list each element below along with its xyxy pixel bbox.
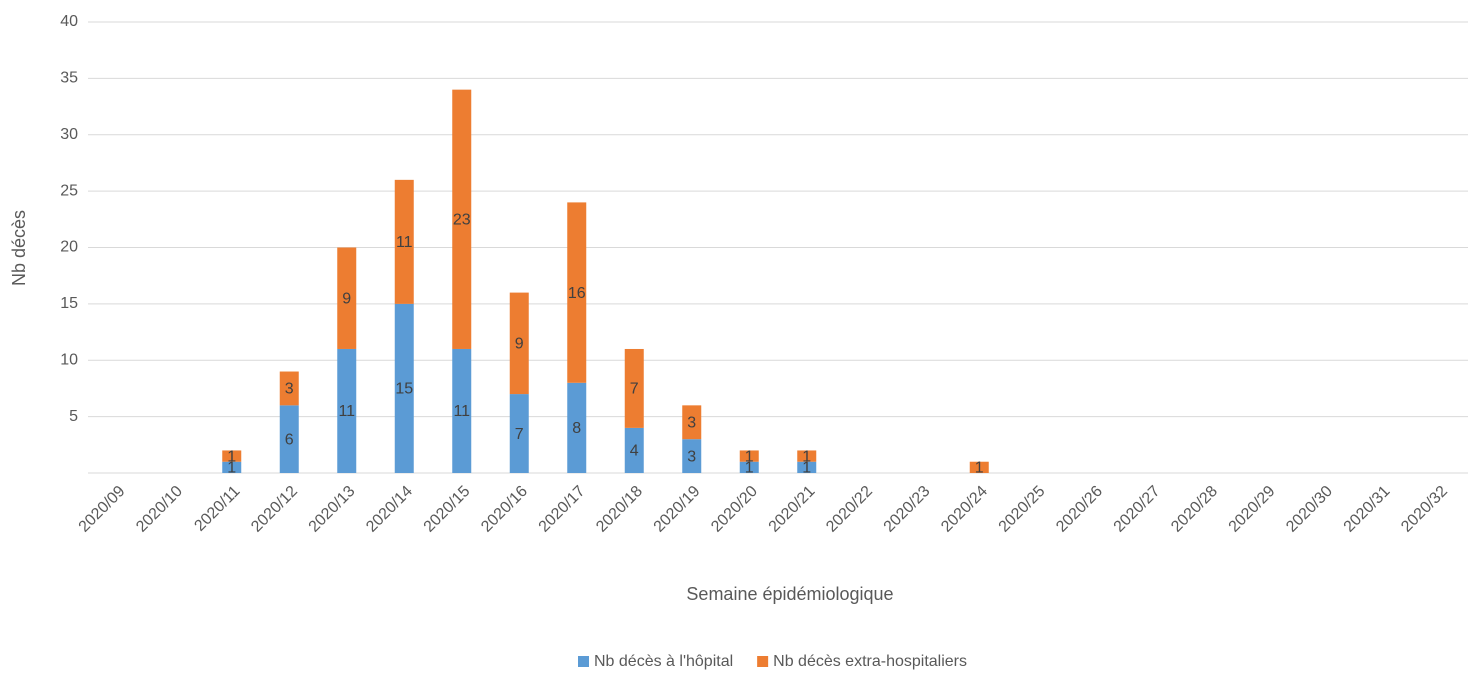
y-tick-label: 40	[60, 13, 78, 30]
bar-segment	[567, 202, 587, 383]
bar-segment	[797, 461, 817, 473]
x-tick-label: 2020/24	[938, 483, 991, 536]
bar-segment	[739, 450, 759, 462]
bar-segment	[279, 371, 299, 406]
data-label: 1	[802, 448, 811, 465]
x-axis-title: Semaine épidémiologique	[686, 584, 893, 604]
x-tick-label: 2020/13	[306, 483, 359, 536]
data-label: 3	[687, 448, 696, 465]
x-tick-label: 2020/16	[478, 483, 531, 536]
bar-segment	[394, 179, 414, 304]
data-label: 16	[568, 285, 586, 302]
data-label: 7	[515, 426, 524, 443]
x-tick-label: 2020/19	[651, 483, 704, 536]
data-label: 9	[515, 336, 524, 353]
bar-segment	[509, 292, 529, 395]
bar-segment	[222, 450, 242, 462]
y-tick-label: 25	[60, 182, 78, 199]
x-tick-label: 2020/21	[766, 483, 819, 536]
bar-segment	[279, 405, 299, 473]
data-label: 11	[396, 234, 413, 251]
data-label: 6	[285, 431, 294, 448]
x-tick-label: 2020/09	[76, 483, 129, 536]
bar-segment	[682, 439, 702, 473]
data-label: 4	[630, 443, 639, 460]
y-tick-label: 20	[60, 239, 78, 256]
x-tick-label: 2020/20	[708, 483, 761, 536]
data-label: 3	[687, 414, 696, 431]
y-axis-title: Nb décès	[9, 210, 29, 286]
y-tick-label: 15	[60, 295, 78, 312]
x-tick-label: 2020/22	[823, 483, 876, 536]
x-tick-label: 2020/12	[248, 483, 301, 536]
x-tick-label: 2020/14	[363, 483, 416, 536]
bar-segment	[509, 394, 529, 473]
bar-segment	[567, 382, 587, 473]
bar-segment	[452, 89, 472, 349]
bar-segment	[682, 405, 702, 440]
data-label: 7	[630, 381, 639, 398]
data-label: 1	[802, 460, 811, 477]
bar-segment	[624, 427, 644, 473]
x-tick-label: 2020/23	[881, 483, 934, 536]
bar-segment	[797, 450, 817, 462]
legend-swatch	[757, 656, 769, 667]
y-tick-label: 5	[69, 408, 78, 425]
x-tick-label: 2020/15	[421, 483, 474, 536]
x-tick-label: 2020/25	[996, 483, 1049, 536]
y-tick-label: 10	[60, 351, 78, 368]
data-label: 8	[572, 420, 581, 437]
data-label: 3	[285, 381, 294, 398]
bar-segment	[969, 461, 989, 473]
x-tick-label: 2020/30	[1283, 483, 1336, 536]
x-tick-label: 2020/29	[1226, 483, 1279, 536]
x-tick-label: 2020/18	[593, 483, 646, 536]
x-tick-label: 2020/17	[536, 483, 589, 536]
legend-label: Nb décès à l'hôpital	[594, 653, 733, 670]
data-label: 11	[338, 403, 355, 420]
legend-swatch	[578, 656, 589, 667]
data-label: 1	[745, 460, 754, 477]
x-tick-label: 2020/31	[1341, 483, 1394, 536]
x-tick-label: 2020/26	[1053, 483, 1106, 536]
x-tick-label: 2020/28	[1168, 483, 1221, 536]
data-label: 1	[227, 460, 236, 477]
bar-segment	[739, 461, 759, 473]
bar-segment	[222, 461, 242, 473]
data-label: 1	[975, 460, 984, 477]
y-tick-label: 30	[60, 126, 78, 143]
bar-segment	[624, 348, 644, 428]
data-label: 1	[745, 448, 754, 465]
legend-label: Nb décès extra-hospitaliers	[773, 653, 967, 670]
data-label: 11	[453, 403, 470, 420]
x-tick-label: 2020/10	[133, 483, 186, 536]
data-label: 9	[342, 290, 351, 307]
data-label: 15	[395, 381, 413, 398]
data-label: 1	[227, 448, 236, 465]
bar-segment	[337, 247, 357, 349]
x-tick-label: 2020/27	[1111, 483, 1164, 536]
x-tick-label: 2020/32	[1398, 483, 1451, 536]
bar-segment	[452, 348, 472, 473]
x-tick-label: 2020/11	[191, 483, 243, 535]
data-label: 23	[453, 212, 471, 229]
bar-segment	[337, 348, 357, 473]
y-tick-label: 35	[60, 70, 78, 87]
bar-segment	[394, 303, 414, 473]
